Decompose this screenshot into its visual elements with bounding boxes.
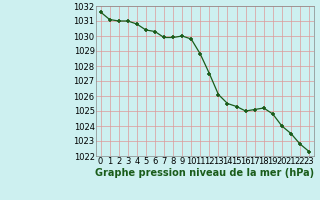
X-axis label: Graphe pression niveau de la mer (hPa): Graphe pression niveau de la mer (hPa) [95, 168, 314, 178]
